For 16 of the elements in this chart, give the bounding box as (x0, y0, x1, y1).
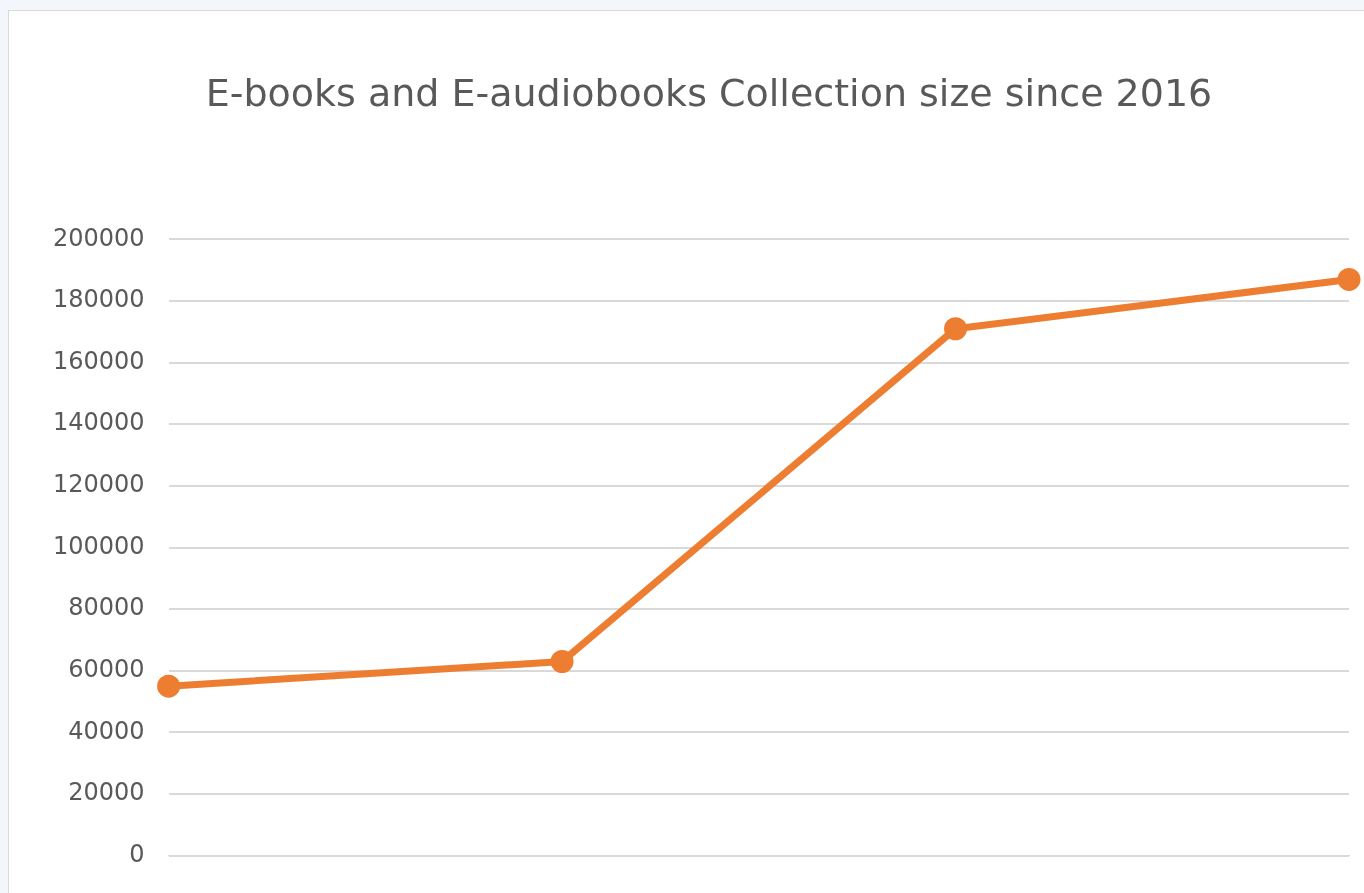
y-tick-label: 80000 (68, 593, 145, 622)
point (550, 650, 574, 673)
y-tick-label: 60000 (68, 654, 145, 683)
point (157, 674, 181, 698)
y-tick-label: 20000 (68, 778, 145, 807)
y-tick-label: 160000 (52, 346, 145, 375)
y-tick-label: 40000 (68, 716, 145, 745)
y-tick-label: 180000 (52, 285, 145, 314)
y-tick-label: 140000 (52, 408, 145, 437)
y-tick-label: 100000 (52, 531, 145, 560)
point (944, 317, 968, 341)
y-tick-label: 200000 (52, 223, 145, 252)
y-tick-label: 120000 (52, 470, 145, 499)
chart-title: E-books and E-audiobooks Collection size since 2016 (204, 70, 1214, 117)
point (1337, 267, 1361, 291)
y-tick-label: 0 (129, 839, 145, 868)
